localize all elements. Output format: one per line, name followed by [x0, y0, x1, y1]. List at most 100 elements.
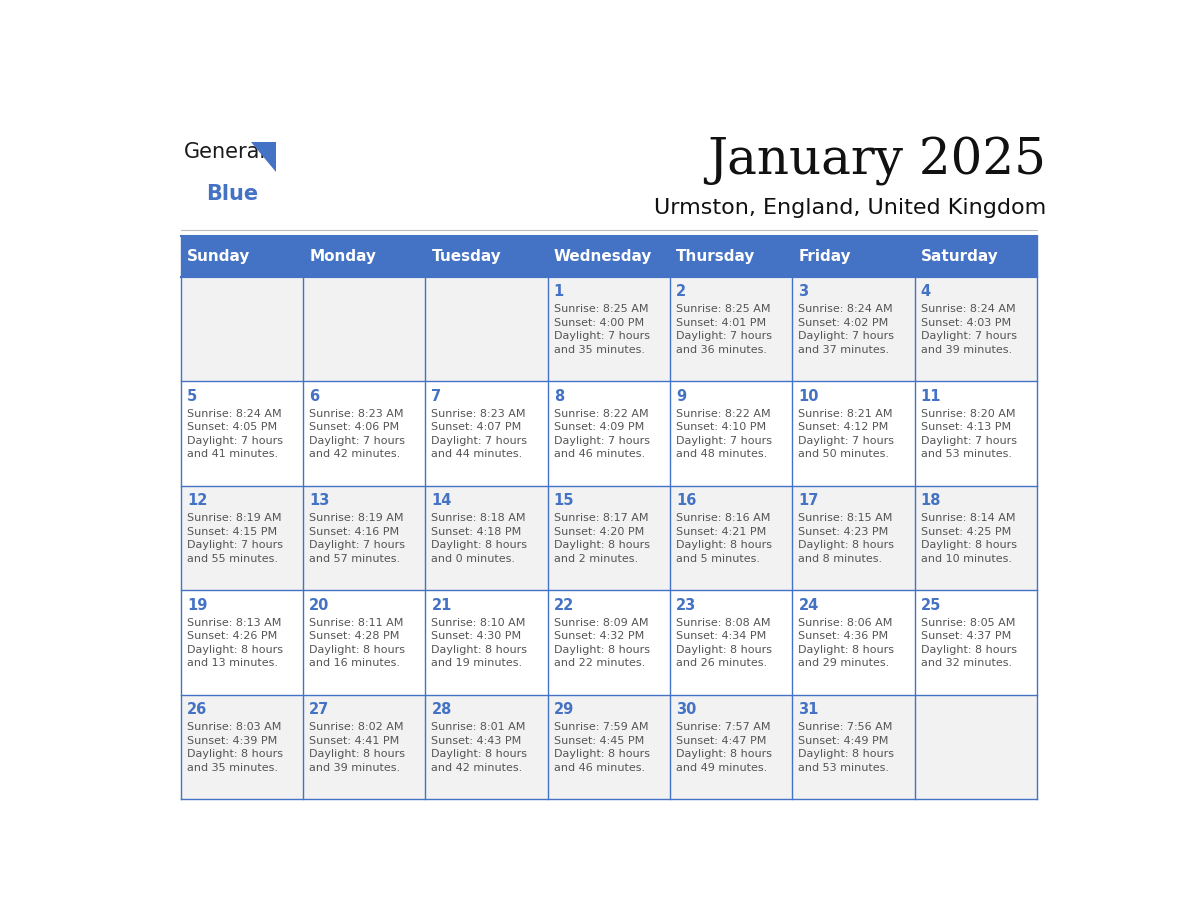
Text: 21: 21: [431, 598, 451, 612]
Text: 14: 14: [431, 493, 451, 509]
Bar: [425, 590, 548, 695]
Text: Sunrise: 8:05 AM
Sunset: 4:37 PM
Daylight: 8 hours
and 32 minutes.: Sunrise: 8:05 AM Sunset: 4:37 PM Dayligh…: [921, 618, 1017, 668]
Text: General: General: [183, 142, 266, 162]
Text: Urmston, England, United Kingdom: Urmston, England, United Kingdom: [653, 197, 1047, 218]
Bar: [425, 695, 548, 800]
Bar: [425, 486, 548, 590]
Text: Sunrise: 8:19 AM
Sunset: 4:15 PM
Daylight: 7 hours
and 55 minutes.: Sunrise: 8:19 AM Sunset: 4:15 PM Dayligh…: [187, 513, 283, 564]
Bar: [915, 486, 1037, 590]
Bar: [915, 382, 1037, 486]
Text: Sunrise: 8:24 AM
Sunset: 4:02 PM
Daylight: 7 hours
and 37 minutes.: Sunrise: 8:24 AM Sunset: 4:02 PM Dayligh…: [798, 304, 895, 355]
Text: 2: 2: [676, 285, 687, 299]
Bar: [792, 277, 915, 382]
Bar: [915, 590, 1037, 695]
Bar: [548, 277, 670, 382]
Bar: [670, 590, 792, 695]
Text: 8: 8: [554, 388, 564, 404]
Text: Tuesday: Tuesday: [431, 249, 501, 264]
Text: 3: 3: [798, 285, 809, 299]
Text: 27: 27: [309, 702, 329, 717]
Bar: [548, 382, 670, 486]
Bar: [303, 382, 425, 486]
Bar: [303, 695, 425, 800]
Text: Sunrise: 8:13 AM
Sunset: 4:26 PM
Daylight: 8 hours
and 13 minutes.: Sunrise: 8:13 AM Sunset: 4:26 PM Dayligh…: [187, 618, 283, 668]
Text: 19: 19: [187, 598, 207, 612]
Text: Sunrise: 8:20 AM
Sunset: 4:13 PM
Daylight: 7 hours
and 53 minutes.: Sunrise: 8:20 AM Sunset: 4:13 PM Dayligh…: [921, 409, 1017, 459]
Bar: [303, 590, 425, 695]
Bar: [548, 695, 670, 800]
Bar: [303, 277, 425, 382]
Text: Saturday: Saturday: [921, 249, 999, 264]
Text: Wednesday: Wednesday: [554, 249, 652, 264]
Text: 20: 20: [309, 598, 329, 612]
Bar: [303, 486, 425, 590]
Bar: [425, 277, 548, 382]
Bar: [670, 382, 792, 486]
Bar: [425, 382, 548, 486]
Bar: [915, 695, 1037, 800]
Bar: [425, 236, 548, 277]
Text: Sunrise: 8:16 AM
Sunset: 4:21 PM
Daylight: 8 hours
and 5 minutes.: Sunrise: 8:16 AM Sunset: 4:21 PM Dayligh…: [676, 513, 772, 564]
Bar: [792, 382, 915, 486]
Text: 1: 1: [554, 285, 564, 299]
Text: Sunrise: 8:23 AM
Sunset: 4:06 PM
Daylight: 7 hours
and 42 minutes.: Sunrise: 8:23 AM Sunset: 4:06 PM Dayligh…: [309, 409, 405, 459]
Text: Sunrise: 8:17 AM
Sunset: 4:20 PM
Daylight: 8 hours
and 2 minutes.: Sunrise: 8:17 AM Sunset: 4:20 PM Dayligh…: [554, 513, 650, 564]
Bar: [181, 382, 303, 486]
Bar: [792, 590, 915, 695]
Bar: [548, 236, 670, 277]
Text: 31: 31: [798, 702, 819, 717]
Text: Sunday: Sunday: [187, 249, 251, 264]
Text: Sunrise: 8:02 AM
Sunset: 4:41 PM
Daylight: 8 hours
and 39 minutes.: Sunrise: 8:02 AM Sunset: 4:41 PM Dayligh…: [309, 722, 405, 773]
Bar: [181, 236, 303, 277]
Text: 26: 26: [187, 702, 207, 717]
Text: Sunrise: 7:59 AM
Sunset: 4:45 PM
Daylight: 8 hours
and 46 minutes.: Sunrise: 7:59 AM Sunset: 4:45 PM Dayligh…: [554, 722, 650, 773]
Text: Sunrise: 8:08 AM
Sunset: 4:34 PM
Daylight: 8 hours
and 26 minutes.: Sunrise: 8:08 AM Sunset: 4:34 PM Dayligh…: [676, 618, 772, 668]
Text: Sunrise: 8:25 AM
Sunset: 4:00 PM
Daylight: 7 hours
and 35 minutes.: Sunrise: 8:25 AM Sunset: 4:00 PM Dayligh…: [554, 304, 650, 355]
Text: Sunrise: 8:21 AM
Sunset: 4:12 PM
Daylight: 7 hours
and 50 minutes.: Sunrise: 8:21 AM Sunset: 4:12 PM Dayligh…: [798, 409, 895, 459]
Text: 24: 24: [798, 598, 819, 612]
Text: 18: 18: [921, 493, 941, 509]
Text: Sunrise: 8:22 AM
Sunset: 4:10 PM
Daylight: 7 hours
and 48 minutes.: Sunrise: 8:22 AM Sunset: 4:10 PM Dayligh…: [676, 409, 772, 459]
Text: Sunrise: 8:19 AM
Sunset: 4:16 PM
Daylight: 7 hours
and 57 minutes.: Sunrise: 8:19 AM Sunset: 4:16 PM Dayligh…: [309, 513, 405, 564]
Text: 25: 25: [921, 598, 941, 612]
Text: Sunrise: 8:10 AM
Sunset: 4:30 PM
Daylight: 8 hours
and 19 minutes.: Sunrise: 8:10 AM Sunset: 4:30 PM Dayligh…: [431, 618, 527, 668]
Bar: [792, 236, 915, 277]
Text: Sunrise: 8:24 AM
Sunset: 4:05 PM
Daylight: 7 hours
and 41 minutes.: Sunrise: 8:24 AM Sunset: 4:05 PM Dayligh…: [187, 409, 283, 459]
Bar: [670, 236, 792, 277]
Text: 16: 16: [676, 493, 696, 509]
Text: Sunrise: 8:24 AM
Sunset: 4:03 PM
Daylight: 7 hours
and 39 minutes.: Sunrise: 8:24 AM Sunset: 4:03 PM Dayligh…: [921, 304, 1017, 355]
Bar: [670, 486, 792, 590]
Text: 30: 30: [676, 702, 696, 717]
Text: Monday: Monday: [309, 249, 377, 264]
Text: Sunrise: 8:23 AM
Sunset: 4:07 PM
Daylight: 7 hours
and 44 minutes.: Sunrise: 8:23 AM Sunset: 4:07 PM Dayligh…: [431, 409, 527, 459]
Text: Sunrise: 8:15 AM
Sunset: 4:23 PM
Daylight: 8 hours
and 8 minutes.: Sunrise: 8:15 AM Sunset: 4:23 PM Dayligh…: [798, 513, 895, 564]
Text: January 2025: January 2025: [707, 137, 1047, 185]
Bar: [181, 486, 303, 590]
Polygon shape: [251, 142, 276, 172]
Bar: [670, 695, 792, 800]
Bar: [792, 695, 915, 800]
Bar: [548, 590, 670, 695]
Text: Blue: Blue: [207, 185, 259, 205]
Text: 23: 23: [676, 598, 696, 612]
Text: 10: 10: [798, 388, 819, 404]
Text: Sunrise: 8:14 AM
Sunset: 4:25 PM
Daylight: 8 hours
and 10 minutes.: Sunrise: 8:14 AM Sunset: 4:25 PM Dayligh…: [921, 513, 1017, 564]
Bar: [303, 236, 425, 277]
Text: 6: 6: [309, 388, 320, 404]
Bar: [181, 695, 303, 800]
Text: Sunrise: 8:06 AM
Sunset: 4:36 PM
Daylight: 8 hours
and 29 minutes.: Sunrise: 8:06 AM Sunset: 4:36 PM Dayligh…: [798, 618, 895, 668]
Text: Friday: Friday: [798, 249, 851, 264]
Bar: [181, 590, 303, 695]
Bar: [915, 277, 1037, 382]
Text: 9: 9: [676, 388, 687, 404]
Text: 28: 28: [431, 702, 451, 717]
Text: 22: 22: [554, 598, 574, 612]
Text: Thursday: Thursday: [676, 249, 756, 264]
Text: Sunrise: 7:56 AM
Sunset: 4:49 PM
Daylight: 8 hours
and 53 minutes.: Sunrise: 7:56 AM Sunset: 4:49 PM Dayligh…: [798, 722, 895, 773]
Text: 12: 12: [187, 493, 207, 509]
Text: Sunrise: 8:18 AM
Sunset: 4:18 PM
Daylight: 8 hours
and 0 minutes.: Sunrise: 8:18 AM Sunset: 4:18 PM Dayligh…: [431, 513, 527, 564]
Text: Sunrise: 8:22 AM
Sunset: 4:09 PM
Daylight: 7 hours
and 46 minutes.: Sunrise: 8:22 AM Sunset: 4:09 PM Dayligh…: [554, 409, 650, 459]
Text: Sunrise: 7:57 AM
Sunset: 4:47 PM
Daylight: 8 hours
and 49 minutes.: Sunrise: 7:57 AM Sunset: 4:47 PM Dayligh…: [676, 722, 772, 773]
Text: 11: 11: [921, 388, 941, 404]
Text: Sunrise: 8:01 AM
Sunset: 4:43 PM
Daylight: 8 hours
and 42 minutes.: Sunrise: 8:01 AM Sunset: 4:43 PM Dayligh…: [431, 722, 527, 773]
